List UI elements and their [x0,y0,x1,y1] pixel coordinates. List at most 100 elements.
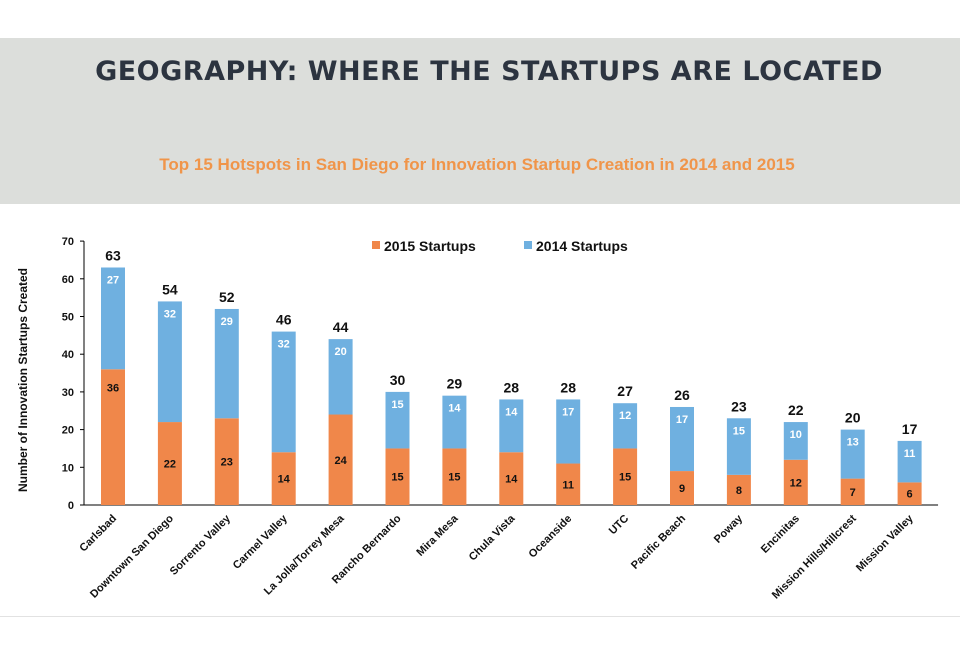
bar-2014 [556,399,581,464]
total-label: 17 [902,421,918,437]
bar-2014 [442,395,467,449]
x-tick-label: Oceanside [526,513,574,561]
data-label-2014: 32 [164,308,176,320]
y-tick-label: 20 [62,425,74,437]
y-axis-title: Number of Innovation Startups Created [16,268,30,492]
data-label-2014: 11 [904,448,916,460]
bar-2014 [385,391,410,449]
bar-2015 [214,418,239,505]
page-title: GEOGRAPHY: WHERE THE STARTUPS ARE LOCATE… [95,56,883,87]
bar-2014 [499,399,524,453]
y-tick-label: 70 [62,236,74,248]
total-label: 27 [617,383,633,399]
stacked-bar-chart: 0 10 20 30 40 50 60 70 Number of Innovation Star… [16,236,939,602]
data-label-2014: 14 [505,406,518,418]
chart-area: 0 10 20 30 40 50 60 70 Number of Innovation Star… [0,204,960,614]
legend-label: 2014 Startups [536,238,628,254]
bar-2015 [897,482,922,505]
bar-2014 [897,440,922,483]
total-label: 46 [276,312,292,328]
legend-swatch [524,241,532,249]
bar-2015 [613,448,638,505]
total-label: 23 [731,398,747,414]
bar-2014 [157,301,182,423]
bar-2015 [101,369,125,505]
x-tick-label: UTC [607,513,632,538]
data-label-2015: 14 [505,474,518,486]
data-label-2014: 13 [847,437,859,449]
x-tick-label: Mission Valley [854,512,916,574]
legend-swatch [372,241,380,249]
bar-2014 [840,429,865,479]
bar-2015 [271,452,296,505]
y-tick-label: 50 [62,312,74,324]
bar-2015 [840,478,865,505]
x-tick-label: Encinitas [759,513,802,556]
data-label-2015: 15 [619,472,631,484]
data-label-2014: 17 [562,406,574,418]
x-tick-label: Carmel Valley [231,512,291,572]
data-label-2015: 14 [278,474,291,486]
x-tick-label: Mira Mesa [414,512,461,559]
x-tick-label: Poway [712,512,746,546]
bar-2014 [101,267,125,370]
legend-label: 2015 Startups [384,238,476,254]
data-label-2014: 32 [278,339,290,351]
y-tick-label: 40 [62,349,74,361]
bar-2015 [385,448,410,505]
data-label-2014: 10 [790,429,802,441]
data-label-2014: 14 [448,403,461,415]
data-label-2015: 6 [907,489,913,501]
x-tick-label: Pacific Beach [629,512,688,571]
bar-2014 [726,418,751,475]
total-label: 63 [105,247,121,263]
data-label-2015: 15 [448,472,460,484]
bottom-divider [0,616,960,617]
total-label: 28 [504,379,520,395]
data-label-2014: 17 [676,414,688,426]
bar-2015 [328,414,353,505]
x-tick-label: Sorrento Valley [168,512,234,578]
bar-2014 [613,403,638,449]
data-label-2015: 36 [107,382,119,394]
data-label-2014: 20 [334,346,346,358]
total-label: 29 [447,376,463,392]
bar-2014 [783,422,808,460]
bar-2014 [328,339,353,415]
x-tick-label: Carlsbad [77,513,119,555]
total-label: 54 [162,281,178,297]
data-label-2014: 29 [221,316,233,328]
bar-2015 [499,452,524,505]
total-label: 22 [788,402,804,418]
data-label-2015: 7 [850,487,856,499]
bar-2015 [442,448,467,505]
data-label-2014: 12 [619,410,631,422]
data-label-2015: 22 [164,459,176,471]
total-label: 28 [560,379,576,395]
bar-2015 [157,422,182,505]
y-tick-label: 60 [62,274,74,286]
y-tick-label: 30 [62,387,74,399]
data-label-2015: 8 [736,485,742,497]
data-label-2015: 23 [221,457,233,469]
page-subtitle: Top 15 Hotspots in San Diego for Innovat… [159,155,795,174]
x-tick-label: Chula Vista [467,512,518,563]
top-strip [0,0,960,38]
data-label-2015: 9 [679,483,685,495]
bar-2015 [556,463,581,505]
bar-2015 [726,474,751,505]
bar-2014 [214,308,239,419]
total-label: 20 [845,410,861,426]
bar-2014 [670,406,694,472]
header-band [0,38,960,204]
bar-2015 [783,459,808,505]
total-label: 30 [390,372,406,388]
total-label: 52 [219,289,235,305]
data-label-2015: 11 [562,479,574,491]
bar-2015 [670,471,694,505]
data-label-2014: 27 [107,274,119,286]
data-label-2015: 24 [334,455,347,467]
total-label: 44 [333,319,349,335]
bar-2014 [271,331,296,453]
data-label-2014: 15 [733,425,745,437]
